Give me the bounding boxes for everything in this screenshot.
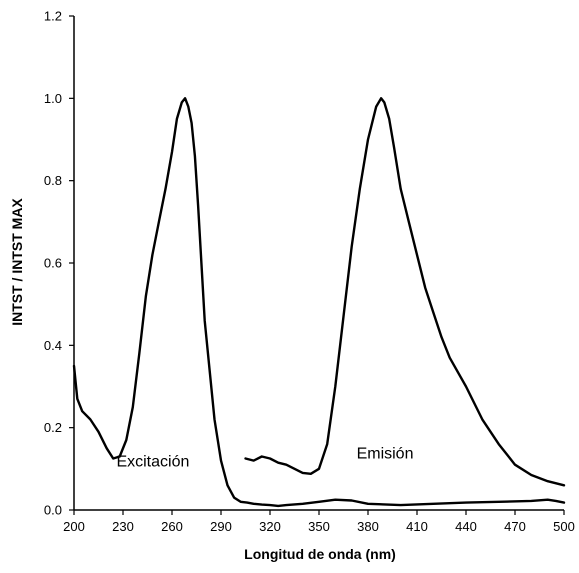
x-tick-label: 350 — [308, 519, 330, 534]
x-tick-label: 200 — [63, 519, 85, 534]
x-tick-label: 230 — [112, 519, 134, 534]
x-tick-label: 470 — [504, 519, 526, 534]
series-layer — [72, 97, 566, 508]
x-tick-label: 320 — [259, 519, 281, 534]
y-axis-title: INTST / INTST MAX — [9, 198, 25, 326]
y-tick-label: 0.4 — [44, 338, 62, 353]
axes — [73, 16, 564, 511]
y-tick-label: 0.0 — [44, 503, 62, 518]
x-tick-label: 500 — [553, 519, 575, 534]
x-tick-label: 380 — [357, 519, 379, 534]
series-line-1 — [72, 97, 566, 508]
y-tick-label: 0.6 — [44, 256, 62, 271]
annotation-label: Emisión — [357, 445, 414, 462]
y-tick-label: 1.2 — [44, 9, 62, 24]
x-tick-label: 440 — [455, 519, 477, 534]
annotation-label: Excitación — [116, 454, 189, 471]
y-tick-label: 0.2 — [44, 420, 62, 435]
x-tick-label: 290 — [210, 519, 232, 534]
ticks: 0.0 0.2 0.4 0.6 0.8 1.0 1.2 200 230 260 290 320 350 3… — [44, 9, 575, 535]
x-axis-title: Longitud de onda (nm) — [244, 546, 396, 562]
series-line-2 — [244, 97, 566, 487]
x-tick-label: 410 — [406, 519, 428, 534]
y-tick-label: 0.8 — [44, 173, 62, 188]
annotations: Excitación Emisión — [116, 445, 413, 470]
y-tick-label: 1.0 — [44, 91, 62, 106]
x-tick-label: 260 — [161, 519, 183, 534]
